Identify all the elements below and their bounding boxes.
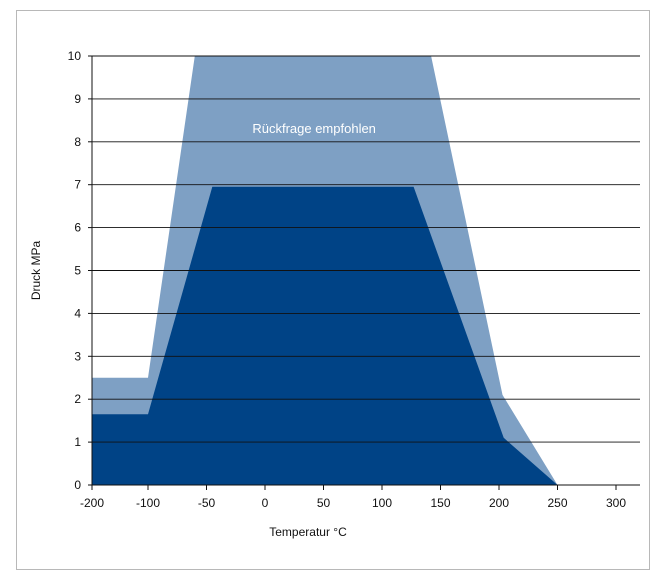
x-tick-label-200: 200 [489, 496, 509, 510]
x-tick-label-150: 150 [430, 496, 450, 510]
x-tick-label-300: 300 [606, 496, 626, 510]
y-tick-label-2: 2 [74, 392, 81, 406]
region-label-rueckfrage: Rückfrage empfohlen [252, 121, 376, 136]
y-tick-label-3: 3 [74, 349, 81, 363]
x-tick-label-50: 50 [317, 496, 331, 510]
y-tick-label-8: 8 [74, 135, 81, 149]
x-tick-label-100: 100 [372, 496, 392, 510]
y-tick-label-0: 0 [74, 478, 81, 492]
x-tick-label--50: -50 [198, 496, 216, 510]
x-tick-label--200: -200 [80, 496, 104, 510]
y-tick-label-10: 10 [68, 49, 82, 63]
y-axis-label: Druck MPa [29, 241, 43, 301]
x-axis-label: Temperatur °C [269, 525, 347, 539]
axes-layer: 0 1 2 3 4 5 6 7 8 9 10 -200 -100 -50 0 50 100 150 200 250 30… [68, 49, 640, 510]
y-tick-label-4: 4 [74, 306, 81, 320]
x-tick-label-250: 250 [547, 496, 567, 510]
y-tick-label-5: 5 [74, 264, 81, 278]
y-tick-label-6: 6 [74, 221, 81, 235]
grid-layer [92, 55, 640, 443]
y-tick-label-1: 1 [74, 435, 81, 449]
x-tick-label-0: 0 [262, 496, 269, 510]
y-tick-label-7: 7 [74, 178, 81, 192]
y-tick-label-9: 9 [74, 92, 81, 106]
x-tick-label--100: -100 [136, 496, 160, 510]
inner-area [92, 186, 558, 486]
label-layer: Rückfrage empfohlen Temperatur °C Druck … [29, 121, 376, 539]
